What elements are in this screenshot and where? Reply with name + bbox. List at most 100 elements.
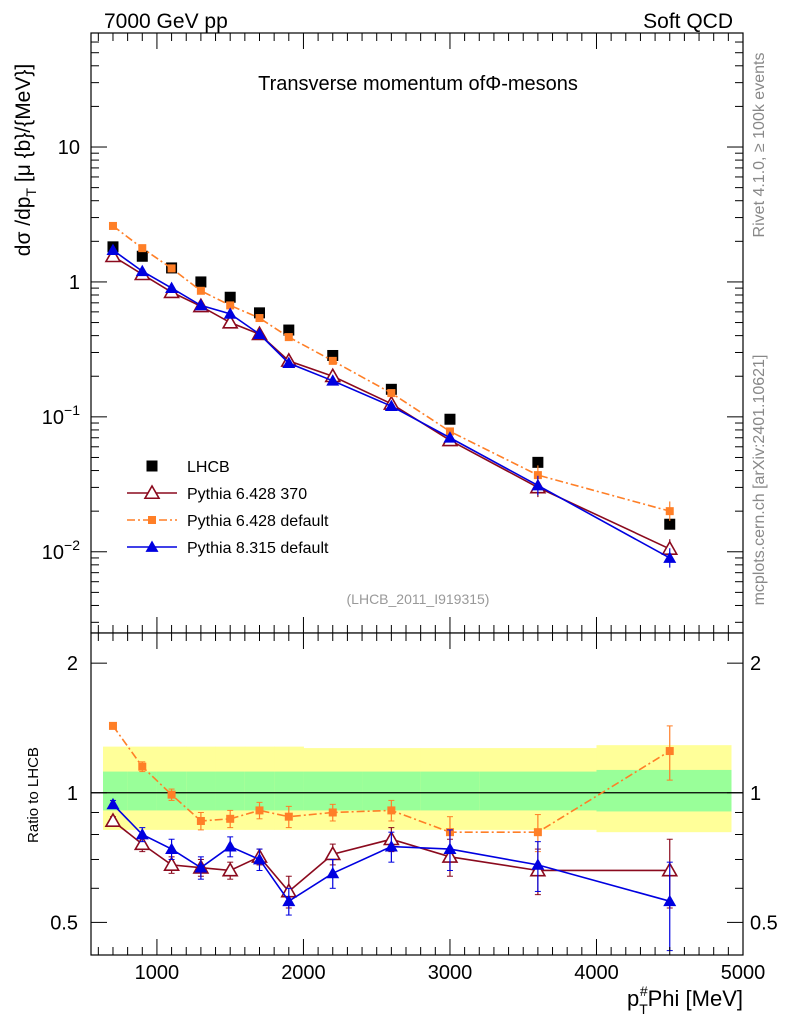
data-point: [282, 356, 296, 369]
xlabel-p: p: [627, 986, 639, 1011]
x-tick-label: 1000: [135, 962, 180, 984]
data-point: [106, 243, 120, 256]
ratio-point: [665, 747, 674, 756]
ratio-point: [384, 840, 398, 852]
ratio-series-pythia-6-428-default: [108, 721, 674, 853]
legend-entry: Pythia 6.428 default: [127, 513, 329, 530]
ratio-point: [533, 828, 542, 837]
ylabel-part-1: dσ /dp: [12, 197, 35, 257]
ratio-point: [167, 790, 176, 799]
legend-label: LHCB: [187, 459, 230, 476]
data-point: [663, 551, 677, 563]
data-point: [226, 301, 235, 310]
series-pythia-8-315-default: [106, 243, 677, 568]
ratio-y-tick-label-left: 1: [67, 783, 78, 805]
uncertainty-band-stat: [215, 771, 246, 811]
ratio-point: [328, 808, 337, 817]
legend-marker: [145, 540, 159, 552]
data-point: [328, 356, 337, 365]
xlabel-subscript: T: [639, 1001, 648, 1017]
legend-label: Pythia 8.315 default: [187, 540, 329, 557]
y-tick-label: 10−2: [42, 537, 80, 564]
ratio-point: [226, 814, 235, 823]
data-point: [136, 250, 148, 262]
main-axes: 10 1 10−1 10−2: [42, 32, 744, 634]
main-title-text: Transverse momentum of: [258, 73, 486, 95]
ratio-line: [112, 803, 670, 903]
ratio-point: [387, 806, 396, 815]
uncertainty-band-stat: [596, 769, 732, 812]
uncertainty-band-stat: [186, 771, 217, 811]
ratio-point: [133, 835, 151, 851]
y-tick-label: 10: [58, 137, 80, 159]
data-point: [135, 264, 149, 277]
data-point: [255, 314, 264, 323]
data-point: [284, 333, 293, 342]
legend-marker: [143, 484, 161, 500]
ratio-point: [106, 797, 120, 810]
ratio-point: [194, 861, 208, 873]
main-series-layer: [104, 221, 679, 568]
data-point: [167, 264, 176, 273]
legend-entry: LHCB: [146, 459, 230, 476]
ratio-y-tick-label-left: 2: [67, 653, 78, 675]
ratio-point: [326, 866, 340, 879]
data-point: [327, 349, 339, 361]
data-point: [165, 281, 179, 293]
data-point: [224, 291, 236, 303]
rivet-version-label: Rivet 4.1.0, ≥ 100k events: [751, 53, 768, 238]
ylabel-part-2: [μ {b}/{MeV}]: [12, 64, 35, 188]
series-line: [112, 255, 671, 550]
series-line: [112, 249, 671, 559]
data-point: [384, 399, 398, 412]
ratio-point: [663, 894, 677, 907]
data-point: [444, 413, 456, 425]
data-point: [387, 389, 396, 398]
ratio-panel: [91, 633, 743, 955]
data-point: [252, 327, 266, 340]
data-point: [531, 478, 545, 491]
ratio-y-tick-label-right: 0.5: [750, 912, 778, 934]
ratio-y-tick-label-right: 1: [750, 783, 761, 805]
uncertainty-band-stat: [479, 771, 597, 811]
ratio-point: [252, 852, 266, 865]
y-tick-label: 1: [69, 272, 80, 294]
mcplots-label: mcplots.cern.ch [arXiv:2401.10621]: [751, 355, 768, 606]
ratio-point: [138, 762, 147, 771]
ratio-point: [531, 858, 545, 870]
data-point: [194, 298, 208, 311]
series-line: [112, 225, 670, 512]
ratio-point: [196, 816, 205, 825]
ratio-point: [221, 861, 239, 877]
ratio-point: [443, 842, 457, 854]
ratio-point: [104, 812, 122, 828]
ylabel-subscript: T: [23, 188, 39, 197]
uncertainty-band-stat: [274, 771, 304, 811]
ratio-axes: 2 2 1 1 0.5 0.5 1000 2000 3000 4000 5000: [50, 632, 778, 984]
data-point: [326, 374, 340, 386]
ratio-y-tick-label-left: 0.5: [50, 912, 78, 934]
ratio-line: [112, 725, 671, 833]
main-title: Transverse momentum ofΦ-mesons: [258, 73, 578, 95]
ratio-point: [163, 856, 180, 871]
x-tick-label: 3000: [428, 962, 473, 984]
uncertainty-band-stat: [420, 771, 480, 811]
ratio-series-pythia-8-315-default: [106, 797, 677, 952]
ratio-point: [108, 721, 117, 730]
ratio-point: [255, 806, 264, 815]
legend-entry: Pythia 6.428 370: [127, 484, 307, 503]
xlabel-superscript: #: [640, 983, 648, 999]
ratio-point: [165, 842, 179, 854]
process-label: Soft QCD: [643, 10, 733, 33]
data-point: [223, 307, 237, 319]
xlabel-rest: Phi [MeV]: [648, 986, 743, 1011]
data-point: [253, 307, 265, 319]
data-point: [532, 456, 544, 468]
legend-marker: [148, 516, 156, 524]
data-point: [195, 276, 207, 288]
data-point: [664, 518, 676, 530]
data-point: [283, 324, 295, 336]
ratio-y-axis-label: Ratio to LHCB: [25, 747, 42, 843]
uncertainty-band-stat: [127, 771, 158, 811]
